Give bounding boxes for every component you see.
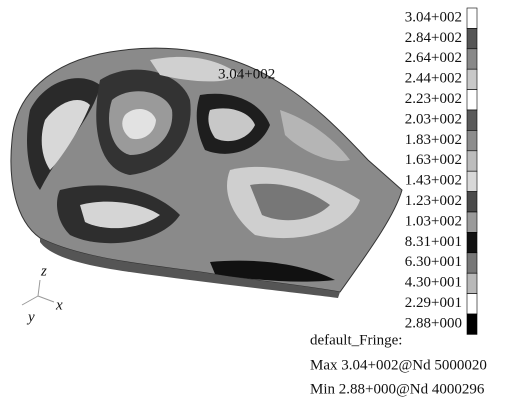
legend-label: 2.88+000	[405, 315, 462, 331]
legend-label: 1.03+002	[405, 213, 462, 229]
legend-swatch	[466, 313, 478, 335]
legend-label: 2.84+002	[405, 30, 462, 46]
max-annotation: 3.04+002	[218, 66, 275, 82]
light-patch	[150, 56, 240, 82]
model	[10, 47, 403, 298]
triad-x	[37, 295, 55, 303]
legend-swatch	[466, 191, 478, 213]
fringe-max: Max 3.04+002@Nd 5000020	[310, 357, 487, 373]
legend: 3.04+002 2.84+002 2.64+002 2.44+002 2.23+002…	[405, 7, 478, 335]
mid-patch	[250, 183, 330, 221]
legend-label: 2.03+002	[405, 111, 462, 127]
legend-label: 2.64+002	[405, 50, 462, 66]
legend-swatch	[466, 89, 478, 111]
light-patch	[80, 201, 160, 229]
legend-swatch	[466, 130, 478, 152]
legend-label: 2.29+001	[405, 295, 462, 311]
axis-triad: z x y	[21, 263, 63, 325]
legend-swatch	[466, 109, 478, 131]
legend-label: 1.63+002	[405, 152, 462, 168]
triad-x-label: x	[55, 297, 63, 313]
legend-swatch	[466, 211, 478, 233]
legend-swatch	[466, 252, 478, 274]
legend-label: 2.44+002	[405, 71, 462, 87]
fringe-title: default_Fringe:	[310, 332, 402, 348]
triad-y-label: y	[26, 309, 35, 325]
legend-swatch	[466, 68, 478, 90]
legend-label: 2.23+002	[405, 91, 462, 107]
legend-label: 1.23+002	[405, 193, 462, 209]
legend-swatch	[466, 232, 478, 254]
triad-z-label: z	[40, 263, 47, 279]
legend-label: 4.30+001	[405, 275, 462, 291]
model-edge	[40, 238, 340, 298]
legend-label: 1.83+002	[405, 132, 462, 148]
legend-label: 1.43+002	[405, 173, 462, 189]
legend-swatch	[466, 7, 478, 29]
triad-y	[21, 295, 39, 306]
light-patch	[208, 108, 255, 142]
triad-z	[37, 279, 41, 297]
fringe-min: Min 2.88+000@Nd 4000296	[310, 381, 485, 397]
legend-label: 6.30+001	[405, 254, 462, 270]
legend-swatch	[466, 48, 478, 70]
light-patch	[41, 100, 90, 170]
legend-swatch	[466, 293, 478, 315]
legend-swatch	[466, 272, 478, 294]
legend-swatch	[466, 150, 478, 172]
legend-label: 3.04+002	[405, 9, 462, 25]
legend-label: 8.31+001	[405, 234, 462, 250]
mid-patch	[280, 110, 350, 161]
legend-swatch	[466, 28, 478, 50]
legend-swatch	[466, 170, 478, 192]
dark-patch	[210, 260, 335, 282]
light-patch	[122, 108, 156, 140]
